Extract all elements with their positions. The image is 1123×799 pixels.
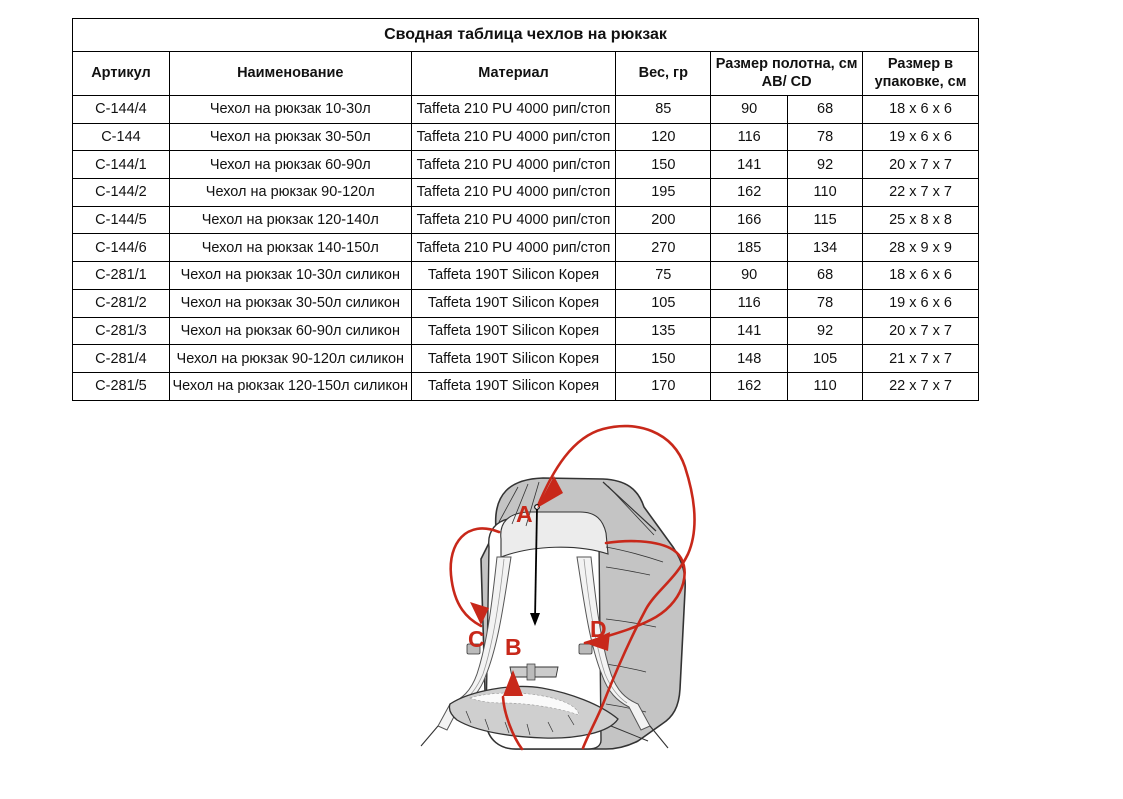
- svg-text:A: A: [516, 501, 533, 527]
- svg-text:B: B: [505, 634, 522, 660]
- svg-text:D: D: [590, 616, 607, 642]
- svg-text:C: C: [468, 626, 485, 652]
